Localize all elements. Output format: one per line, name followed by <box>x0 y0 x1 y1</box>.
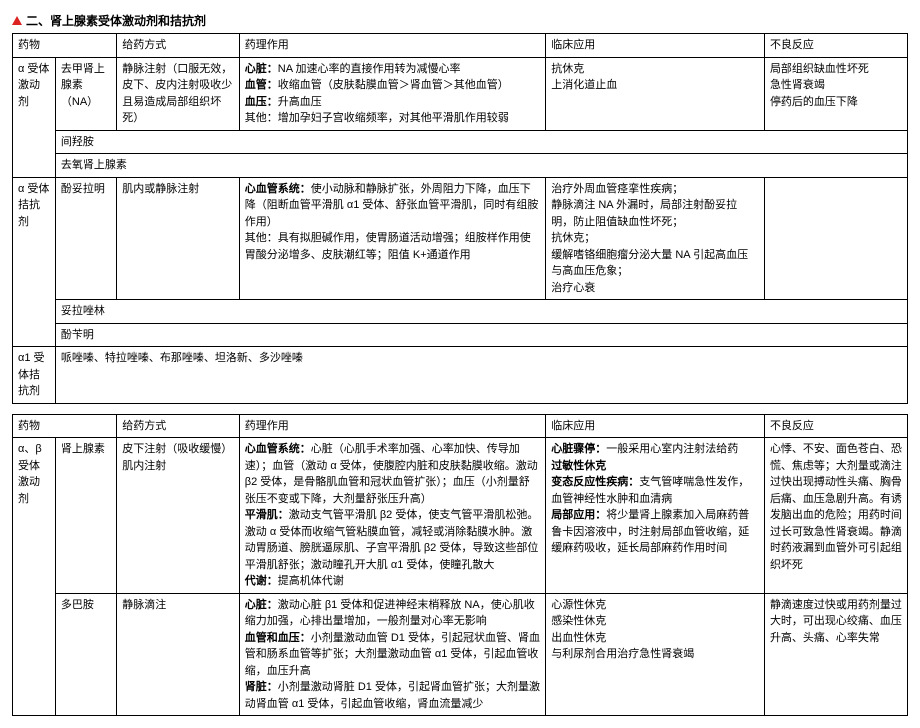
pharm-cell: 心脏：NA 加速心率的直接作用转为减慢心率 血管：收缩血管（皮肤黏膜血管＞肾血管… <box>239 57 546 130</box>
route-cell: 静脉滴注 <box>117 593 240 716</box>
text: 抗休克； <box>551 232 595 244</box>
text: 抗休克 <box>551 63 584 75</box>
text: 出血性休克 <box>551 632 606 644</box>
drug-cell: 去氧肾上腺素 <box>55 154 907 178</box>
text: 激动支气管平滑肌 β2 受体，使支气管平滑肌松弛。激动 α 受体而收缩气管粘膜血… <box>245 509 539 571</box>
bold: 心血管系统： <box>245 183 311 195</box>
drug-cell: 妥拉唑林 <box>55 300 907 324</box>
bold: 局部应用： <box>551 509 606 521</box>
text: 其他：增加孕妇子宫收缩频率，对其他平滑肌作用较弱 <box>245 112 509 124</box>
route-cell: 皮下注射（吸收缓慢） 肌内注射 <box>117 438 240 594</box>
bold: 心血管系统： <box>245 443 311 455</box>
table-row: 妥拉唑林 <box>13 300 908 324</box>
table-row: α 受体拮抗剂 酚妥拉明 肌内或静脉注射 心血管系统：使小动脉和静脉扩张，外周阻… <box>13 177 908 300</box>
hdr-adv: 不良反应 <box>764 414 907 438</box>
text: NA 加速心率的直接作用转为减慢心率 <box>278 63 461 75</box>
route-cell: 静脉注射（口服无效，皮下、皮内注射吸收少且易造成局部组织坏死） <box>117 57 240 130</box>
text: 缓解嗜铬细胞瘤分泌大量 NA 引起高血压与高血压危象； <box>551 249 748 278</box>
hdr-pharm: 药理作用 <box>239 414 546 438</box>
adv-cell: 心悸、不安、面色苍白、恐慌、焦虑等；大剂量或滴注过快出现搏动性头痛、胸骨后痛、血… <box>764 438 907 594</box>
table-row: 多巴胺 静脉滴注 心脏：激动心脏 β1 受体和促进神经末梢释放 NA，使心肌收缩… <box>13 593 908 716</box>
drug-cell: 哌唑嗪、特拉唑嗪、布那唑嗪、坦洛新、多沙唑嗪 <box>55 347 907 404</box>
pharm-cell: 心脏：激动心脏 β1 受体和促进神经末梢释放 NA，使心肌收缩力加强，心排出量增… <box>239 593 546 716</box>
drug-cell: 肾上腺素 <box>55 438 116 594</box>
clin-cell: 心源性休克 感染性休克 出血性休克 与利尿剂合用治疗急性肾衰竭 <box>546 593 765 716</box>
triangle-icon <box>12 16 22 25</box>
text: 与利尿剂合用治疗急性肾衰竭 <box>551 648 694 660</box>
hdr-drug: 药物 <box>13 414 117 438</box>
route-cell: 肌内或静脉注射 <box>117 177 240 300</box>
text: 上消化道止血 <box>551 79 617 91</box>
cat-cell: α、β受体激动剂 <box>13 438 56 716</box>
cat-cell: α 受体拮抗剂 <box>13 177 56 347</box>
hdr-clin: 临床应用 <box>546 34 765 58</box>
pharm-cell: 心血管系统：心脏（心肌手术率加强、心率加快、传导加速）；血管（激动 α 受体，使… <box>239 438 546 594</box>
clin-cell: 抗休克 上消化道止血 <box>546 57 765 130</box>
drug-cell: 酚妥拉明 <box>55 177 116 300</box>
adv-cell: 局部组织缺血性坏死 急性肾衰竭 停药后的血压下降 <box>764 57 907 130</box>
text: 感染性休克 <box>551 615 606 627</box>
bold: 过敏性休克 <box>551 460 606 472</box>
page-title-row: 二、肾上腺素受体激动剂和拮抗剂 <box>12 12 908 29</box>
hdr-route: 给药方式 <box>117 34 240 58</box>
bold: 心脏： <box>245 63 278 75</box>
table-row: α、β受体激动剂 肾上腺素 皮下注射（吸收缓慢） 肌内注射 心血管系统：心脏（心… <box>13 438 908 594</box>
text: 提高机体代谢 <box>278 575 344 587</box>
hdr-adv: 不良反应 <box>764 34 907 58</box>
text: 治疗外周血管痉挛性疾病； <box>551 183 683 195</box>
bold: 血管： <box>245 79 278 91</box>
clin-cell: 治疗外周血管痉挛性疾病； 静脉滴注 NA 外漏时，局部注射酚妥拉明，防止阻值缺血… <box>546 177 765 300</box>
table-header-row: 药物 给药方式 药理作用 临床应用 不良反应 <box>13 34 908 58</box>
hdr-drug: 药物 <box>13 34 117 58</box>
text: 收缩血管（皮肤黏膜血管＞肾血管＞其他血管） <box>278 79 509 91</box>
text: 激动心脏 β1 受体和促进神经末梢释放 NA，使心肌收缩力加强，心排出量增加，一… <box>245 599 535 628</box>
text: 局部组织缺血性坏死 <box>770 63 869 75</box>
table-row: α1 受体拮抗剂 哌唑嗪、特拉唑嗪、布那唑嗪、坦洛新、多沙唑嗪 <box>13 347 908 404</box>
page-title: 二、肾上腺素受体激动剂和拮抗剂 <box>26 12 206 29</box>
text: 治疗心衰 <box>551 282 595 294</box>
table-row: α 受体激动剂 去甲肾上腺素（NA） 静脉注射（口服无效，皮下、皮内注射吸收少且… <box>13 57 908 130</box>
hdr-clin: 临床应用 <box>546 414 765 438</box>
drug-cell: 间羟胺 <box>55 130 907 154</box>
text: 静脉滴注 NA 外漏时，局部注射酚妥拉明，防止阻值缺血性坏死； <box>551 199 737 228</box>
bold: 心脏： <box>245 599 278 611</box>
hdr-route: 给药方式 <box>117 414 240 438</box>
table-row: 酚苄明 <box>13 323 908 347</box>
cat-cell: α 受体激动剂 <box>13 57 56 177</box>
pharm-cell: 心血管系统：使小动脉和静脉扩张，外周阻力下降，血压下降（阻断血管平滑肌 α1 受… <box>239 177 546 300</box>
text: 心源性休克 <box>551 599 606 611</box>
text: 停药后的血压下降 <box>770 96 858 108</box>
hdr-pharm: 药理作用 <box>239 34 546 58</box>
text: 急性肾衰竭 <box>770 79 825 91</box>
bold: 肾脏： <box>245 681 278 693</box>
drug-cell: 酚苄明 <box>55 323 907 347</box>
drug-cell: 去甲肾上腺素（NA） <box>55 57 116 130</box>
table-row: 去氧肾上腺素 <box>13 154 908 178</box>
bold: 变态反应性疾病： <box>551 476 639 488</box>
table-header-row: 药物 给药方式 药理作用 临床应用 不良反应 <box>13 414 908 438</box>
table-1: 药物 给药方式 药理作用 临床应用 不良反应 α 受体激动剂 去甲肾上腺素（NA… <box>12 33 908 404</box>
text: 其他：具有拟胆碱作用，使胃肠道活动增强；组胺样作用使胃酸分泌增多、皮肤潮红等；阻… <box>245 232 531 261</box>
text: 一般采用心室内注射法给药 <box>606 443 738 455</box>
bold: 血管和血压： <box>245 632 311 644</box>
cat-cell: α1 受体拮抗剂 <box>13 347 56 404</box>
adv-cell <box>764 177 907 300</box>
bold: 代谢： <box>245 575 278 587</box>
bold: 心脏骤停： <box>551 443 606 455</box>
clin-cell: 心脏骤停：一般采用心室内注射法给药 过敏性休克 变态反应性疾病：支气管哮喘急性发… <box>546 438 765 594</box>
bold: 血压： <box>245 96 278 108</box>
bold: 平滑肌： <box>245 509 289 521</box>
drug-cell: 多巴胺 <box>55 593 116 716</box>
text: 肌内注射 <box>122 460 166 472</box>
table-2: 药物 给药方式 药理作用 临床应用 不良反应 α、β受体激动剂 肾上腺素 皮下注… <box>12 414 908 717</box>
text: 小剂量激动肾脏 D1 受体，引起肾血管扩张；大剂量激动肾血管 α1 受体，引起血… <box>245 681 540 710</box>
text: 皮下注射（吸收缓慢） <box>122 443 232 455</box>
table-row: 间羟胺 <box>13 130 908 154</box>
text: 升高血压 <box>278 96 322 108</box>
spacer <box>12 404 908 414</box>
adv-cell: 静滴速度过快或用药剂量过大时，可出现心绞痛、血压升高、头痛、心率失常 <box>764 593 907 716</box>
